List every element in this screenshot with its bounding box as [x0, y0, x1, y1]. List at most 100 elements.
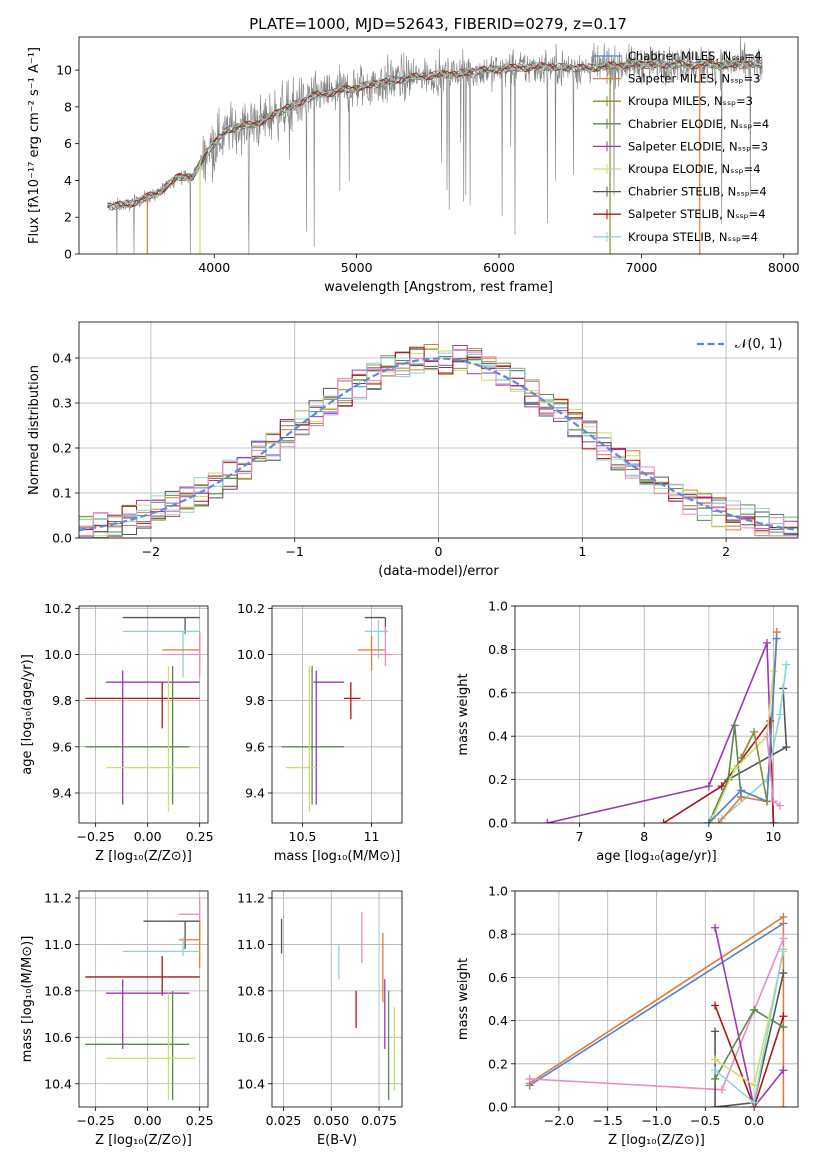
y-tick-label: 10.2: [237, 601, 265, 616]
data-point: [85, 666, 190, 805]
axes-frame: [78, 36, 799, 255]
weight-marker: [779, 934, 788, 943]
weight-marker: [737, 786, 746, 795]
weight-marker: [750, 1005, 759, 1014]
weight-marker: [711, 1027, 720, 1036]
data-point: [85, 956, 200, 996]
residual-histogram: −2 −1 0 1 2 0.0 0.1 0.2 0.3 0.4 (data-model)/error…: [27, 321, 799, 579]
y-tick-label: 10.2: [44, 601, 72, 616]
plot-area: [85, 616, 201, 812]
x-tick-label: −2.0: [544, 1113, 574, 1128]
mass-age-plot: 10.5 11 9.4 9.6 9.8 10.0 10.2 mass [log₁₀(M/M⊙)…: [237, 601, 403, 864]
weight-marker: [730, 721, 739, 730]
weight-marker: [762, 638, 771, 647]
y-tick-label: 0.2: [488, 1056, 508, 1071]
y-tick-label: 10.4: [44, 1076, 72, 1091]
x-tick-label: −0.25: [76, 829, 114, 844]
legend-label: Chabrier ELODIE, Nₛₛₚ=4: [628, 117, 769, 131]
x-tick-label: −0.25: [76, 1113, 114, 1128]
y-tick-label: 10.8: [237, 983, 265, 998]
y-tick-label: 9.4: [52, 785, 72, 800]
y-tick-label: 0.0: [488, 1100, 508, 1115]
weight-marker: [766, 717, 775, 726]
y-tick-label: 1.0: [488, 599, 508, 614]
grid: [515, 890, 798, 1108]
x-tick-label: 0: [435, 544, 443, 559]
weight-line: [711, 671, 775, 820]
x-tick-label: 0.0: [744, 1113, 764, 1128]
plot-area: [79, 344, 798, 538]
legend-label: Salpeter ELODIE, Nₛₛₚ=3: [628, 139, 768, 153]
y-tick-label: 0: [64, 247, 72, 262]
y-tick-label: 0.4: [52, 351, 72, 366]
plot-area: [280, 911, 396, 1101]
y-tick-label: 0.2: [52, 441, 72, 456]
weight-marker: [782, 660, 791, 669]
x-tick-label: 5000: [341, 260, 373, 275]
data-point: [106, 670, 200, 805]
axes: 10.5 11 9.4 9.6 9.8 10.0 10.2 mass [log₁₀(M/M⊙)…: [237, 601, 403, 864]
weight-marker: [762, 797, 771, 806]
y-tick-label: 11.0: [237, 937, 265, 952]
histogram-step: [79, 349, 798, 538]
axes-frame: [78, 321, 799, 539]
plot-area: [525, 912, 788, 1107]
legend-label: Salpeter MILES, Nₛₛₚ=3: [628, 72, 761, 86]
weight-marker: [711, 1103, 720, 1107]
y-tick-label: 9.8: [245, 693, 265, 708]
x-tick-label: 0.075: [361, 1113, 397, 1128]
weight-marker: [775, 710, 784, 719]
y-tick-label: 10: [56, 63, 72, 78]
y-tick-label: 0.0: [52, 531, 72, 546]
axes: 7 8 9 10 0.0 0.2 0.4 0.6 0.8 1.0 age [log₁₀(age/yr…: [456, 599, 799, 864]
grid: [272, 891, 402, 1107]
data-point: [313, 670, 344, 805]
data-point: [285, 666, 317, 812]
y-axis-label: age [log₁₀(age/yr)]: [20, 654, 35, 775]
weight-marker: [750, 1098, 759, 1107]
x-tick-label: 0.00: [134, 829, 162, 844]
axes: −0.25 0.00 0.25 9.4 9.6 9.8 10.0 10.2 Z [log₁₀(Z…: [20, 601, 214, 864]
x-axis-label: mass [log₁₀(M/M⊙)]: [274, 849, 401, 864]
age-massweight-plot: 7 8 9 10 0.0 0.2 0.4 0.6 0.8 1.0 age [log₁₀(age/yr…: [456, 599, 799, 864]
weight-marker: [779, 1012, 788, 1021]
axes-frame: [514, 890, 799, 1108]
weight-marker: [772, 634, 781, 643]
y-tick-label: 11.0: [44, 937, 72, 952]
x-tick-label: −1.5: [593, 1113, 623, 1128]
grid: [79, 606, 208, 823]
y-tick-label: 0.1: [52, 486, 72, 501]
y-tick-label: 0.4: [488, 1013, 508, 1028]
legend-label: Kroupa STELIB, Nₛₛₚ=4: [628, 230, 758, 244]
y-tick-label: 0.8: [488, 642, 508, 657]
axes: 0.025 0.050 0.075 10.4 10.6 10.8 11.0 11.2 E(B-V…: [237, 890, 403, 1148]
grid: [272, 606, 402, 823]
legend-label: Kroupa ELODIE, Nₛₛₚ=4: [628, 162, 761, 176]
axes-frame: [514, 605, 799, 824]
x-tick-label: 0.25: [186, 829, 214, 844]
weight-marker: [775, 801, 784, 810]
grid: [79, 891, 208, 1107]
data-point: [178, 897, 201, 938]
plot-area: [281, 616, 393, 812]
weight-marker: [769, 667, 778, 676]
y-tick-label: 0.4: [488, 729, 508, 744]
y-tick-label: 11.2: [237, 890, 265, 905]
y-tick-label: 0.2: [488, 772, 508, 787]
weight-marker: [704, 782, 713, 791]
x-tick-label: 0.050: [313, 1113, 349, 1128]
metallicity-mass-plot: −0.25 0.00 0.25 10.4 10.6 10.8 11.0 11.2 Z [log₁…: [20, 890, 214, 1148]
weight-marker: [779, 1103, 788, 1107]
x-axis-label: age [log₁₀(age/yr)]: [596, 849, 717, 864]
axes: 4000 5000 6000 7000 8000 0 2 4 6 8 10 wavelength [A…: [27, 36, 800, 295]
metallicity-massweight-plot: −2.0 −1.5 −1.0 −0.5 0.0 0.0 0.2 0.4 0.6 0.8 1.0 Z […: [456, 884, 799, 1148]
weight-marker: [762, 732, 771, 741]
weight-line: [721, 664, 788, 820]
weight-marker: [711, 1066, 720, 1075]
y-tick-label: 10.0: [237, 647, 265, 662]
y-tick-label: 2: [64, 210, 72, 225]
normal-curve: [79, 357, 798, 532]
data-point: [281, 666, 344, 805]
weight-marker: [782, 743, 791, 752]
data-point: [106, 666, 200, 812]
